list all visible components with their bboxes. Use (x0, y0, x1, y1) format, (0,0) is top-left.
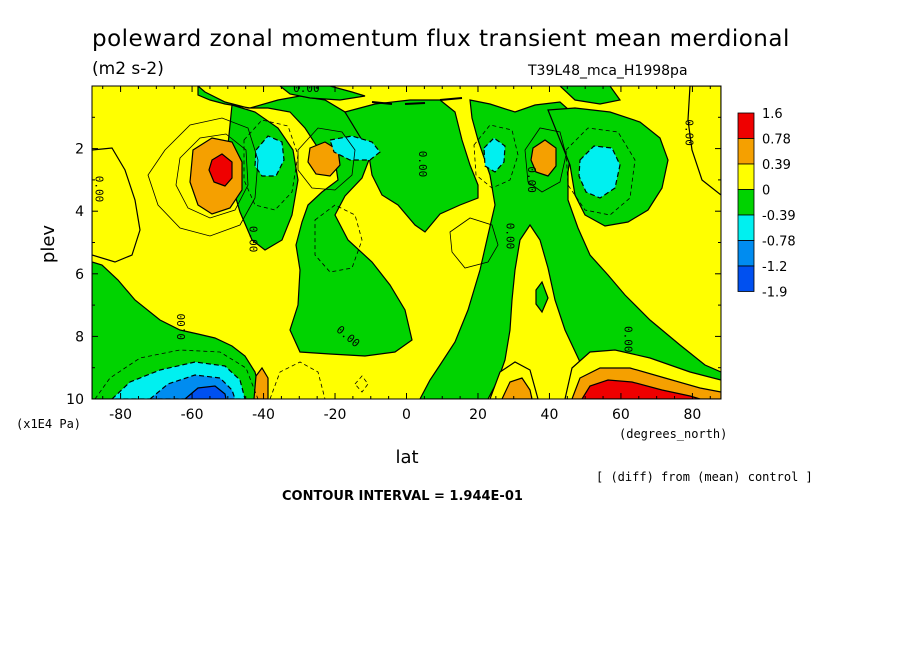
x-tick-label: 40 (541, 407, 559, 423)
colorbar-level-label: -1.2 (762, 260, 787, 275)
x-tick-label: 20 (469, 407, 487, 423)
colorbar-swatch (737, 214, 755, 241)
contour-pos-sh20 (297, 127, 356, 191)
x-tick-label: 0 (402, 407, 411, 423)
colorbar-level-label: -0.78 (762, 235, 796, 250)
max-sh-60-core (208, 153, 233, 187)
x-tick-label: -60 (181, 407, 204, 423)
min-sh-40 (254, 135, 285, 177)
contour-neg-nh25 (473, 124, 519, 189)
contour-neg-sh-mid (243, 119, 299, 211)
colorbar-level-label: -1.9 (762, 286, 787, 301)
contour-label: 0.00 (93, 176, 106, 203)
colorbar-level-label: 1.6 (762, 107, 783, 122)
colorbar: 1.6 0.78 0.39 0 -0.39 -0.78 -1.2 -1.9 (737, 107, 796, 301)
x-tick-label: -40 (252, 407, 275, 423)
contour-top-3 (439, 97, 463, 101)
colorbar-swatch (737, 189, 755, 216)
min-sh-surface-core (184, 385, 227, 399)
contour-neg-sfc-30 (269, 361, 326, 399)
colorbar-level-label: 0 (762, 184, 770, 199)
contour-pos-sh (147, 117, 259, 237)
contour-neg-sfc-small (354, 375, 369, 393)
max-sh-40-surface (253, 366, 269, 399)
contour-neg-central (314, 204, 363, 273)
contour-interval: CONTOUR INTERVAL = 1.944E-01 (282, 489, 523, 504)
y-tick-label: 8 (75, 329, 84, 345)
contour-label: 0.00 (416, 151, 429, 178)
x-tick-label: -80 (109, 407, 132, 423)
x-tick-label: -20 (324, 407, 347, 423)
colorbar-level-label: 0.39 (762, 158, 791, 173)
min-sh-10 (329, 135, 381, 161)
min-nh-25 (483, 137, 506, 173)
run-label: T39L48_mca_H1998pa (527, 63, 688, 79)
x-axis-label: lat (395, 447, 418, 468)
colorbar-swatch (737, 112, 755, 139)
contour-label: 0.00 (525, 166, 538, 193)
colorbar-swatch (737, 163, 755, 190)
contour-pos-sh-inner (175, 133, 249, 219)
colorbar-swatch (737, 265, 755, 292)
y-tick-label: 2 (75, 142, 84, 158)
colorbar-level-label: -0.39 (762, 209, 796, 224)
y-axis-units: (x1E4 Pa) (16, 417, 81, 431)
max-sh-20 (307, 141, 341, 177)
contour-pos-nh40 (524, 127, 567, 193)
y-tick-label: 6 (75, 267, 84, 283)
contour-label: 0.00 (682, 119, 695, 146)
contour-top-1 (371, 101, 393, 105)
contour-label: 0.00 (293, 82, 320, 95)
plot-area: 0.000.000.00 0.000.000.000.000.000.000.00 (92, 82, 721, 399)
x-axis: -80 -60 -40 -20 0 20 40 60 80 (102, 86, 711, 423)
contour-label: 0.00 (246, 226, 259, 253)
colorbar-swatch (737, 138, 755, 165)
chart-units: (m2 s-2) (92, 59, 164, 79)
colorbar-swatch (737, 240, 755, 267)
contour-top-2 (404, 102, 426, 105)
max-nh-40 (530, 139, 557, 177)
y-tick-label: 4 (75, 204, 84, 220)
contour-label: 0.00 (504, 223, 517, 250)
pos-island-north-edge (687, 86, 721, 196)
neg-region-top-right (559, 86, 622, 105)
neg-region-tropics (344, 99, 479, 233)
y-axis-label: plev (38, 225, 59, 264)
y-tick-label: 10 (66, 392, 84, 408)
contour-neg-nh (565, 127, 636, 216)
neg-region-top-strip (279, 86, 366, 101)
contour-pos-nh20 (449, 217, 499, 269)
neg-region-nh-mid (419, 99, 721, 399)
colorbar-level-label: 0.78 (762, 133, 791, 148)
neg-region-small-eq (535, 280, 549, 314)
max-nh-30-surface (501, 377, 533, 399)
x-axis-units: (degrees_north) (619, 427, 727, 441)
min-nh-55 (578, 145, 621, 199)
chart-title: poleward zonal momentum flux transient m… (92, 26, 790, 52)
x-tick-label: 60 (612, 407, 630, 423)
contour-label: 0.00 (175, 314, 188, 341)
diff-note: [ (diff) from (mean) control ] (596, 470, 813, 484)
x-tick-label: 80 (683, 407, 701, 423)
y-axis: 2 4 6 8 10 (66, 116, 721, 408)
contour-label: 0.00 (622, 326, 635, 353)
pos-island-sh (92, 147, 141, 263)
